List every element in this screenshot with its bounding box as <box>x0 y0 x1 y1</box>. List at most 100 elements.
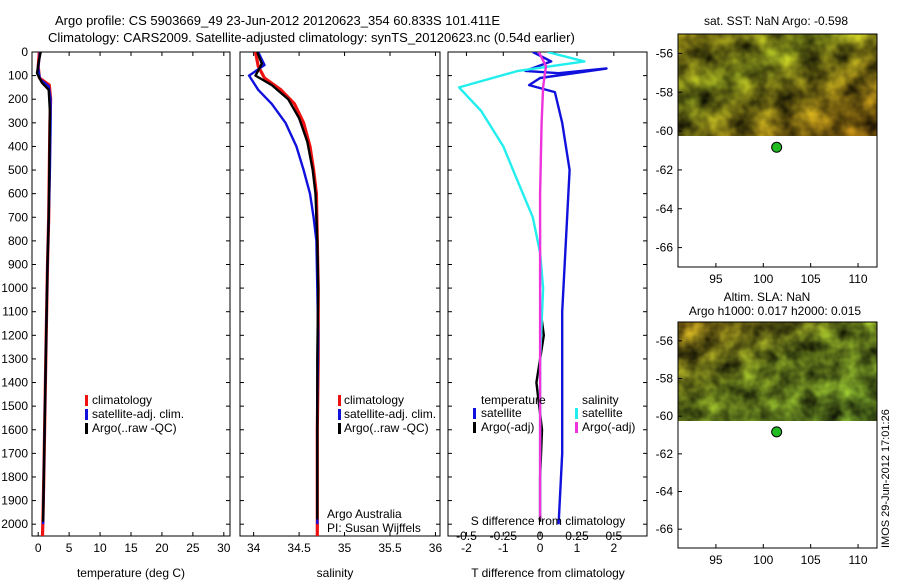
t-difference-xlabel: T difference from climatology <box>471 566 625 580</box>
map-y-tick-label: -62 <box>656 163 674 177</box>
t-difference-x-ticks: -2 -1 0 1 2 <box>461 52 617 555</box>
map-x-tick-label: 95 <box>709 272 723 286</box>
sla-map-title-line2: Argo h1000: 0.017 h2000: 0.015 <box>689 304 861 318</box>
x-tick-label: 34 <box>247 541 261 555</box>
imos-timestamp: IMOS 29-Jun-2012 17:01:26 <box>880 409 892 548</box>
sst-map-title: sat. SST: NaN Argo: -0.598 <box>704 14 848 28</box>
s-x-tick-label: -0.25 <box>490 529 518 543</box>
y-tick-label: 700 <box>8 210 28 224</box>
sst-map-border <box>677 33 878 268</box>
y-tick-label: 1100 <box>2 305 28 319</box>
s-difference-xlabel: S difference from climatology <box>471 514 626 528</box>
map-y-tick-label: -64 <box>656 202 674 216</box>
x-tick-label: 5 <box>66 541 73 555</box>
y-tick-label: 100 <box>8 69 28 83</box>
legend-label-climatology: climatology <box>344 393 404 407</box>
sst-field-texture <box>678 34 877 136</box>
y-tick-label: 300 <box>8 116 28 130</box>
y-tick-label: 0 <box>21 45 28 59</box>
legend-label-argo: Argo(..raw -QC) <box>92 421 177 435</box>
annotation-argo-australia: Argo Australia <box>327 507 402 521</box>
sla-map-panel: Altim. SLA: NaN Argo h1000: 0.017 h2000:… <box>656 290 878 567</box>
y-tick-label: 1700 <box>1 446 28 460</box>
y-tick-label: 1600 <box>1 423 28 437</box>
salinity-x-ticks: 34 34.5 35 35.5 36 <box>247 52 442 555</box>
map-x-tick-label: 100 <box>753 553 773 567</box>
x-tick-label: 2 <box>610 541 617 555</box>
x-tick-label: 35.5 <box>378 541 402 555</box>
annotation-pi-name: PI: Susan Wijffels <box>327 521 421 535</box>
legend-label-argo: Argo(..raw -QC) <box>344 421 429 435</box>
legend-swatch-argo <box>338 423 341 434</box>
legend-swatch-climatology <box>338 395 341 406</box>
salinity-xlabel: salinity <box>317 566 354 580</box>
sla-argo-location-marker <box>771 426 783 438</box>
map-y-tick-label: -60 <box>656 124 674 138</box>
sst-map-ticks: 95 100 105 110 -56 -58 -60 -62 -64 -66 <box>656 46 868 286</box>
difference-axes-frame <box>447 51 648 537</box>
x-tick-label: 30 <box>217 541 231 555</box>
x-tick-label: 20 <box>155 541 169 555</box>
map-y-tick-label: -66 <box>656 522 674 536</box>
temperature-x-ticks: 0 5 10 15 20 25 30 <box>35 52 231 555</box>
map-x-tick-label: 100 <box>753 272 773 286</box>
y-tick-label: 1300 <box>1 352 28 366</box>
map-y-tick-label: -58 <box>656 372 674 386</box>
legend-label-satellite: satellite-adj. clim. <box>92 407 184 421</box>
map-y-tick-label: -56 <box>656 46 674 60</box>
salinity-depth-ticks <box>240 51 440 525</box>
y-tick-label: 200 <box>8 92 28 106</box>
legend-swatch-satellite <box>338 409 341 420</box>
legend-label-s-satellite: satellite <box>582 406 623 420</box>
x-tick-label: 35 <box>338 541 352 555</box>
map-y-tick-label: -60 <box>656 409 674 423</box>
y-tick-label: 2000 <box>1 517 28 531</box>
x-tick-label: 36 <box>429 541 443 555</box>
map-y-tick-label: -56 <box>656 334 674 348</box>
series-line-temperature-satellite <box>524 52 608 525</box>
legend-label-t-satellite: satellite <box>481 406 522 420</box>
y-tick-label: 900 <box>8 257 28 271</box>
map-x-tick-label: 105 <box>801 553 821 567</box>
s-x-tick-label: 0 <box>537 529 544 543</box>
y-tick-label: 1900 <box>1 494 28 508</box>
y-tick-label: 1500 <box>1 399 28 413</box>
legend-label-t-argo: Argo(-adj) <box>481 420 534 434</box>
legend-title-temperature: temperature <box>481 393 546 407</box>
map-y-tick-label: -62 <box>656 447 674 461</box>
x-tick-label: 25 <box>186 541 200 555</box>
legend-label-satellite: satellite-adj. clim. <box>344 407 436 421</box>
legend-label-climatology: climatology <box>92 393 152 407</box>
s-x-tick-label: 0.25 <box>565 529 589 543</box>
salinity-legend: climatology satellite-adj. clim. Argo(..… <box>338 393 436 435</box>
x-tick-label: -1 <box>498 541 509 555</box>
s-difference-x-ticks: -0.5 -0.25 0 0.25 0.5 <box>456 529 622 543</box>
map-y-tick-label: -64 <box>656 485 674 499</box>
difference-lines <box>457 52 608 525</box>
x-tick-label: 1 <box>574 541 581 555</box>
x-tick-label: 10 <box>93 541 107 555</box>
difference-legend: temperature satellite Argo(-adj) salinit… <box>473 393 635 434</box>
x-tick-label: 15 <box>124 541 138 555</box>
temperature-xlabel: temperature (deg C) <box>77 566 185 580</box>
y-tick-label: 800 <box>8 234 28 248</box>
series-line-argo <box>254 52 320 520</box>
legend-swatch-t-argo <box>473 422 476 433</box>
sla-field-texture <box>678 322 877 421</box>
temperature-panel: 0100200300400500600700800900100011001200… <box>1 45 231 580</box>
sst-argo-location-marker <box>771 141 783 153</box>
legend-swatch-climatology <box>85 395 88 406</box>
legend-label-s-argo: Argo(-adj) <box>582 420 635 434</box>
legend-title-salinity: salinity <box>582 393 619 407</box>
map-y-tick-label: -66 <box>656 241 674 255</box>
series-line-salinity-salinity_argo <box>537 52 548 520</box>
salinity-axes-frame <box>239 51 441 537</box>
temperature-axes-frame <box>31 51 231 537</box>
depth-ticks: 0 100 200 300 400 500 600 700 800 900 1000 1100 1200… <box>1 45 230 531</box>
salinity-panel: 34 34.5 35 35.5 36 salinity climatology sate… <box>239 51 442 580</box>
map-x-tick-label: 105 <box>801 272 821 286</box>
map-x-tick-label: 95 <box>709 553 723 567</box>
x-tick-label: -2 <box>461 541 472 555</box>
legend-swatch-t-satellite <box>473 408 476 419</box>
